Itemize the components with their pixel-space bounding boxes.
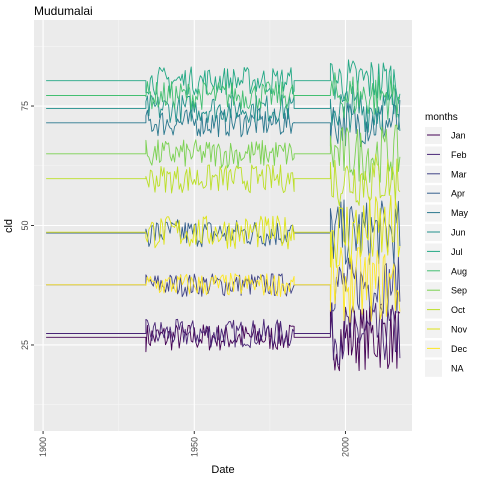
- x-axis-label: Date: [211, 464, 234, 476]
- y-tick-label: 25: [20, 340, 30, 350]
- legend-label-dec: Dec: [451, 344, 468, 354]
- legend-label-sep: Sep: [451, 286, 467, 296]
- series-line-dec: [46, 246, 401, 323]
- series-line-jan: [46, 305, 401, 372]
- series-line-sep: [46, 124, 401, 183]
- legend-label-jun: Jun: [451, 228, 466, 238]
- x-tick-label: 1900: [38, 437, 48, 457]
- legend: months Jan Feb Mar Apr May Jun Jul Aug Sep Oct Nov…: [425, 112, 469, 377]
- series-line-oct: [46, 153, 401, 207]
- chart-title: Mudumalai: [34, 4, 93, 18]
- legend-label-mar: Mar: [451, 169, 467, 179]
- y-tick-label: 75: [20, 101, 30, 111]
- legend-label-oct: Oct: [451, 305, 466, 315]
- plot-panel: [34, 20, 412, 431]
- legend-label-jan: Jan: [451, 131, 466, 141]
- legend-label-nov: Nov: [451, 325, 468, 335]
- legend-label-na: NA: [451, 363, 464, 373]
- series-line-aug: [46, 72, 401, 120]
- legend-key: [425, 359, 442, 377]
- legend-title: months: [425, 112, 458, 123]
- legend-label-jul: Jul: [451, 247, 463, 257]
- y-axis: 25 50 75: [20, 101, 34, 350]
- series-line-jul: [46, 59, 401, 106]
- x-tick-label: 1950: [189, 437, 199, 457]
- x-tick-label: 2000: [340, 437, 350, 457]
- legend-label-aug: Aug: [451, 266, 467, 276]
- series-line-nov: [46, 195, 401, 268]
- legend-label-feb: Feb: [451, 150, 467, 160]
- y-tick-label: 50: [20, 220, 30, 230]
- legend-label-apr: Apr: [451, 189, 465, 199]
- series-lines: [46, 59, 401, 372]
- series-line-jun: [46, 85, 401, 133]
- legend-label-may: May: [451, 208, 469, 218]
- x-axis: 1900 1950 2000: [38, 431, 350, 457]
- series-line-feb: [46, 302, 401, 365]
- y-axis-label: cld: [3, 219, 15, 233]
